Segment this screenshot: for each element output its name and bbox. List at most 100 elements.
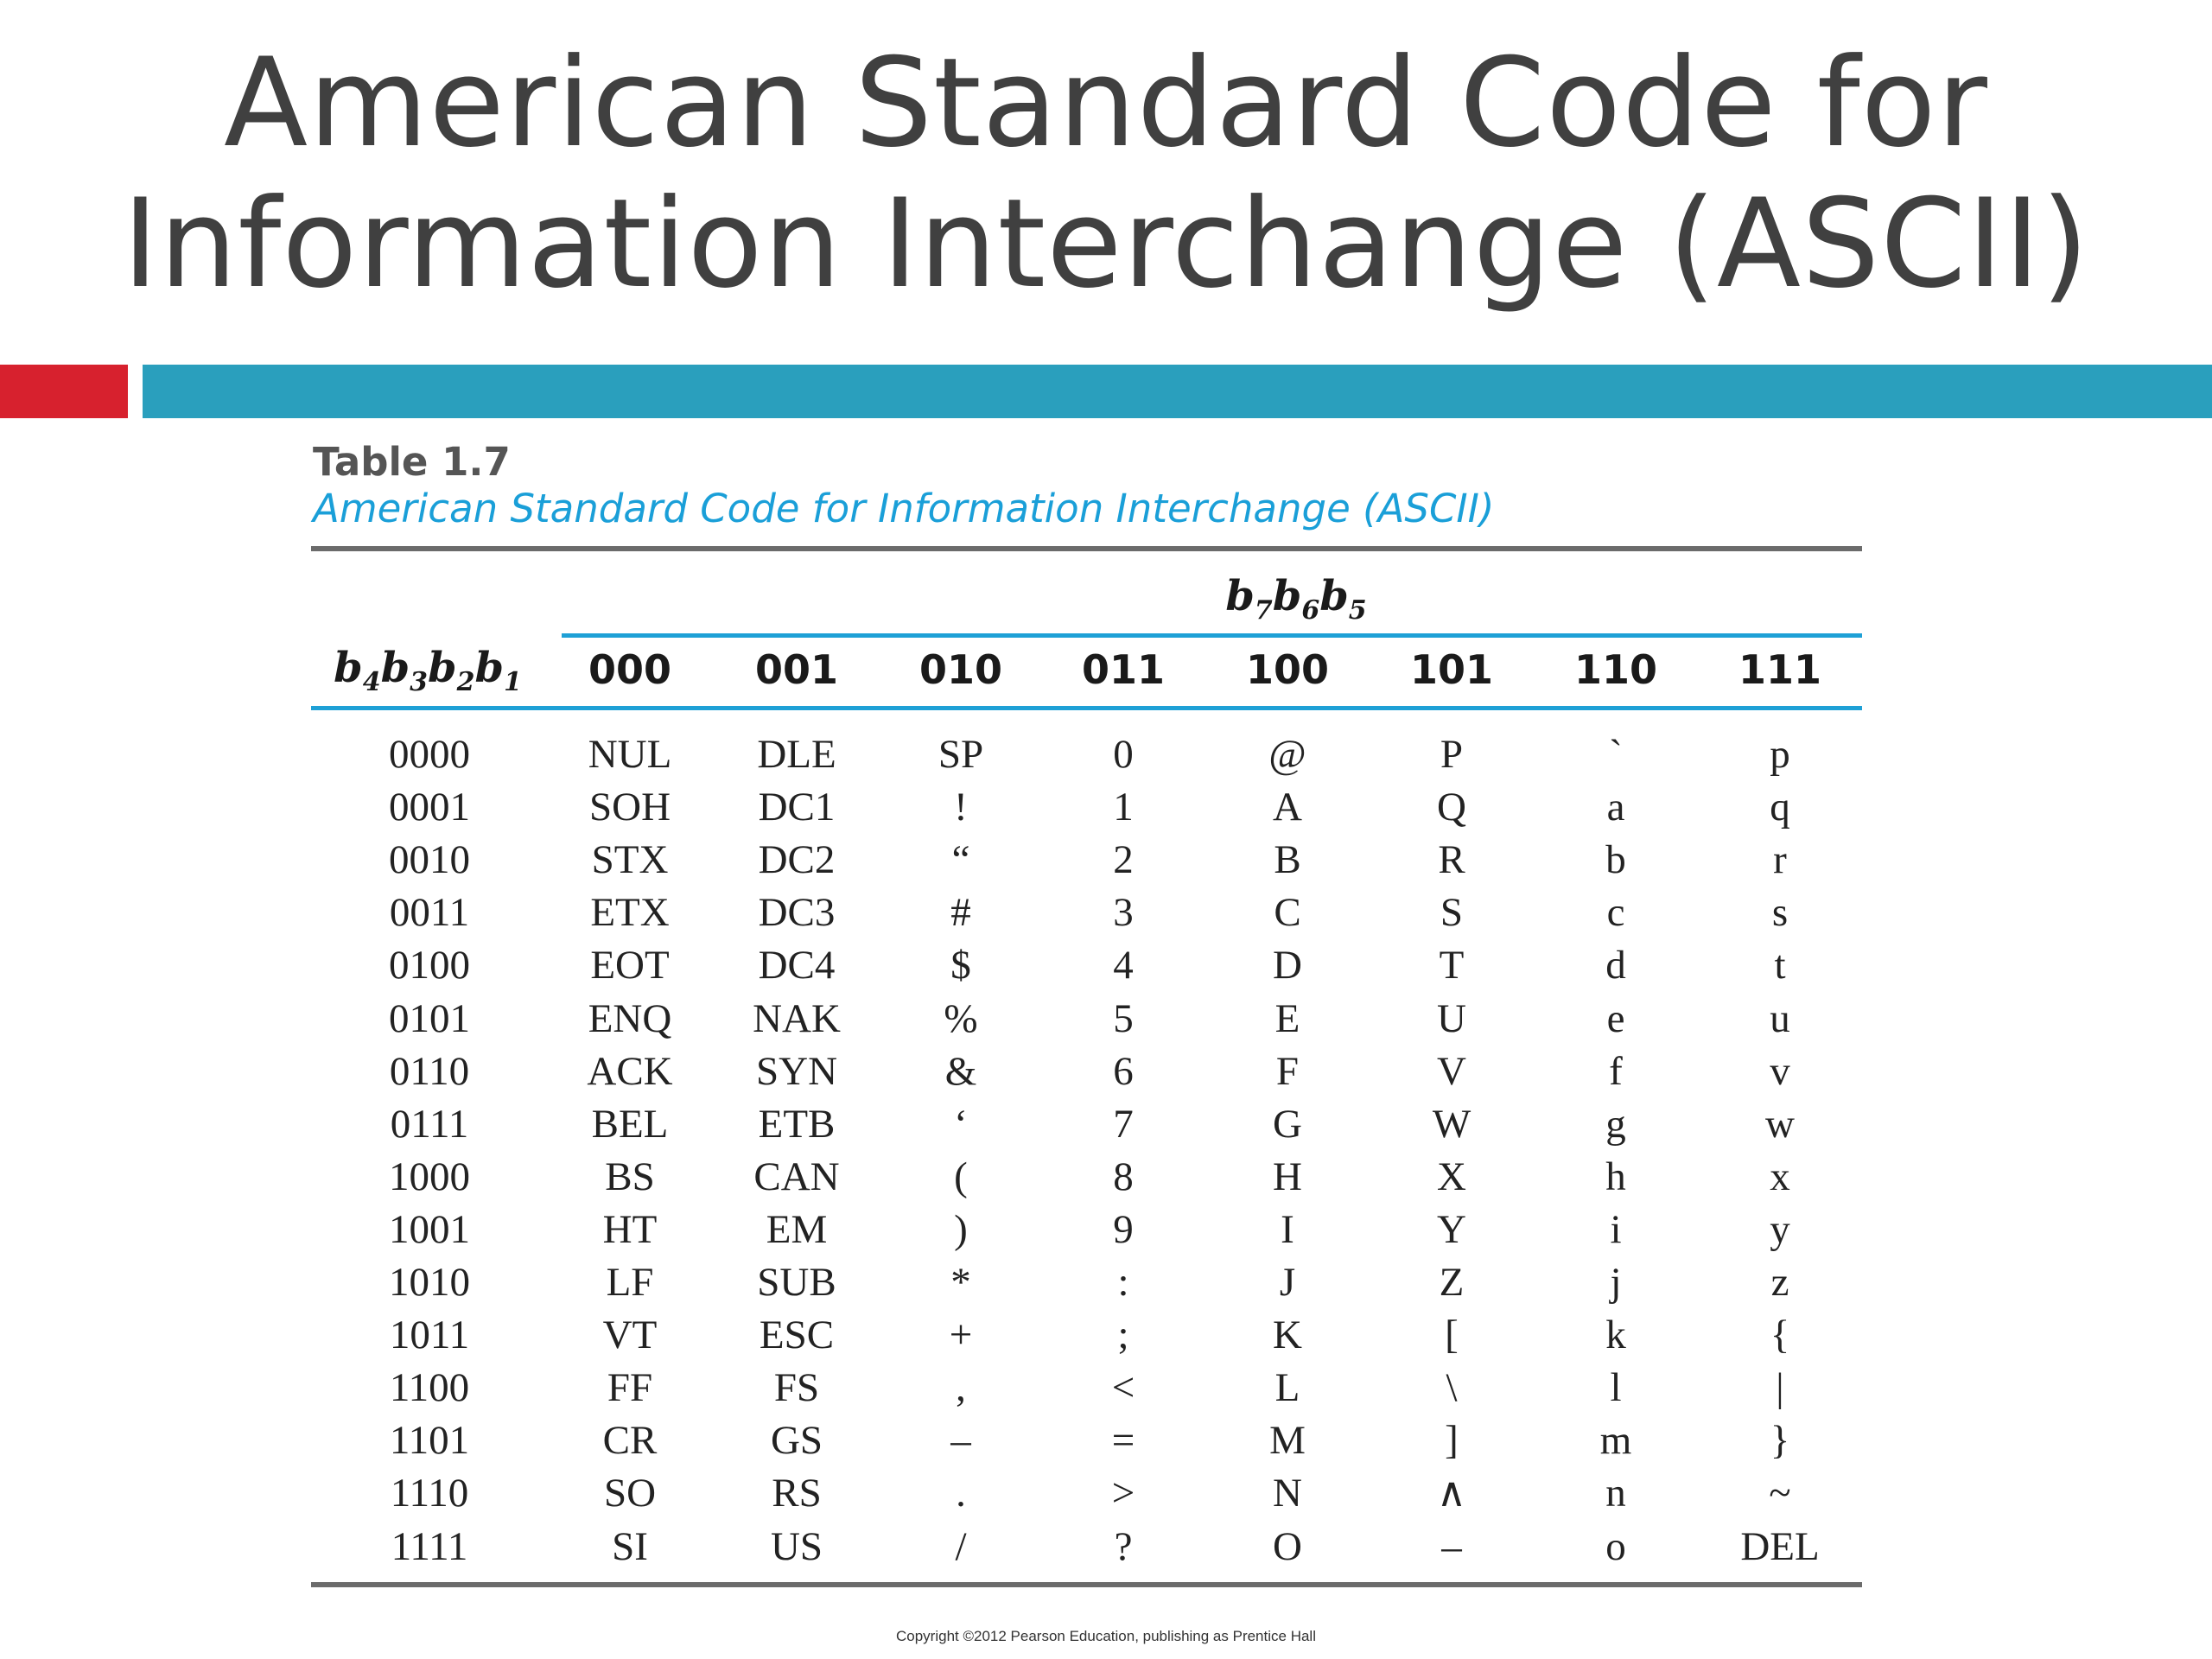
table-cell: ENQ [588,995,672,1041]
table-cell: ESC [759,1313,835,1358]
column-header-011: 011 [1081,646,1166,693]
table-cell: 2 [1113,837,1134,883]
table-cell: + [949,1313,973,1358]
table-cell: & [944,1048,977,1094]
table-cell: L [1274,1365,1300,1411]
table-cell: VT [602,1313,658,1358]
table-cell: @ [1268,732,1306,777]
table-cell: n [1605,1471,1626,1516]
table-cell: N [1273,1471,1302,1516]
table-cell: * [950,1260,971,1305]
row-code: 1011 [389,1313,470,1358]
table-cell: ‘ [954,1101,968,1147]
table-top-rule [311,546,1862,551]
table-row: 1111 SI US /? O – o DEL [0,1521,2212,1573]
column-header-010: 010 [918,646,1003,693]
table-cell: ? [1114,1523,1133,1569]
row-code: 0101 [389,995,470,1041]
table-cell: 3 [1113,890,1134,936]
column-group-header-text: b7b6b5 [1225,572,1367,626]
table-cell: / [955,1523,967,1569]
table-cell: j [1610,1260,1622,1305]
column-header-110: 110 [1573,646,1658,693]
table-cell: NAK [753,995,841,1041]
row-code: 0011 [389,890,470,936]
table-cell: ` [1609,732,1623,777]
table-cell: t [1774,943,1786,988]
table-cell: w [1765,1101,1795,1147]
table-caption: American Standard Code for Information I… [313,486,1495,531]
table-cell: Z [1439,1260,1465,1305]
slide-title-line-1: American Standard Code for [224,32,1988,175]
table-cell: SOH [588,785,671,830]
column-header-111: 111 [1738,646,1822,693]
table-cell: V [1437,1048,1466,1094]
accent-bar-teal [143,365,2212,418]
table-cell: BS [605,1154,655,1199]
table-cell: E [1274,995,1300,1041]
table-cell: : [1117,1260,1129,1305]
table-cell: 1 [1113,785,1134,830]
table-cell: q [1770,785,1790,830]
table-row: 0000 NUL DLE SP 0 @ P ` p [0,728,2212,781]
table-cell: LF [606,1260,654,1305]
header-rule [311,706,1862,710]
table-cell: v [1770,1048,1790,1094]
table-row: 1011 VT ESC +; K [k { [0,1309,2212,1362]
table-cell: i [1610,1206,1622,1252]
table-cell: 9 [1113,1206,1134,1252]
table-cell: c [1606,890,1625,936]
column-header-100: 100 [1245,646,1330,693]
table-cell: Q [1437,785,1466,830]
table-cell: J [1279,1260,1296,1305]
table-cell: BEL [591,1101,669,1147]
column-header-000: 000 [588,646,672,693]
table-cell: r [1773,837,1787,883]
table-cell: } [1770,1418,1790,1464]
table-cell: o [1605,1523,1626,1569]
copyright-notice: Copyright ©2012 Pearson Education, publi… [896,1628,1316,1644]
table-cell: S [1440,890,1464,936]
table-label: Table 1.7 [313,439,511,485]
table-cell: US [770,1523,823,1569]
table-cell: # [950,890,971,936]
table-cell: > [1111,1471,1135,1516]
table-cell: p [1770,732,1790,777]
table-cell: EM [766,1206,828,1252]
table-cell: DC4 [758,943,836,988]
table-cell: u [1770,995,1790,1041]
row-code: 0111 [390,1101,469,1147]
row-code: 0110 [389,1048,470,1094]
table-cell: HT [602,1206,658,1252]
table-cell: G [1273,1101,1302,1147]
row-code: 1100 [389,1365,470,1411]
row-code: 0010 [389,837,470,883]
table-cell: FS [773,1365,820,1411]
table-cell: ~ [1769,1471,1791,1516]
table-cell: | [1776,1365,1784,1411]
table-cell: 0 [1113,732,1134,777]
table-cell: $ [950,943,971,988]
slide-title: American Standard Code for Information I… [0,33,2212,315]
table-cell: U [1437,995,1466,1041]
table-cell: P [1440,732,1464,777]
table-cell: a [1606,785,1625,830]
table-row: 1101 CR GS – = M] m} [0,1414,2212,1467]
row-code: 1111 [391,1523,468,1569]
table-cell: d [1605,943,1626,988]
table-cell: ! [954,785,968,830]
table-cell: ( [954,1154,968,1199]
table-cell: ACK [587,1048,673,1094]
table-cell: DC3 [758,890,836,936]
table-cell: g [1605,1101,1626,1147]
row-code: 0001 [389,785,470,830]
table-cell: x [1770,1154,1790,1199]
accent-bar-red [0,365,128,418]
